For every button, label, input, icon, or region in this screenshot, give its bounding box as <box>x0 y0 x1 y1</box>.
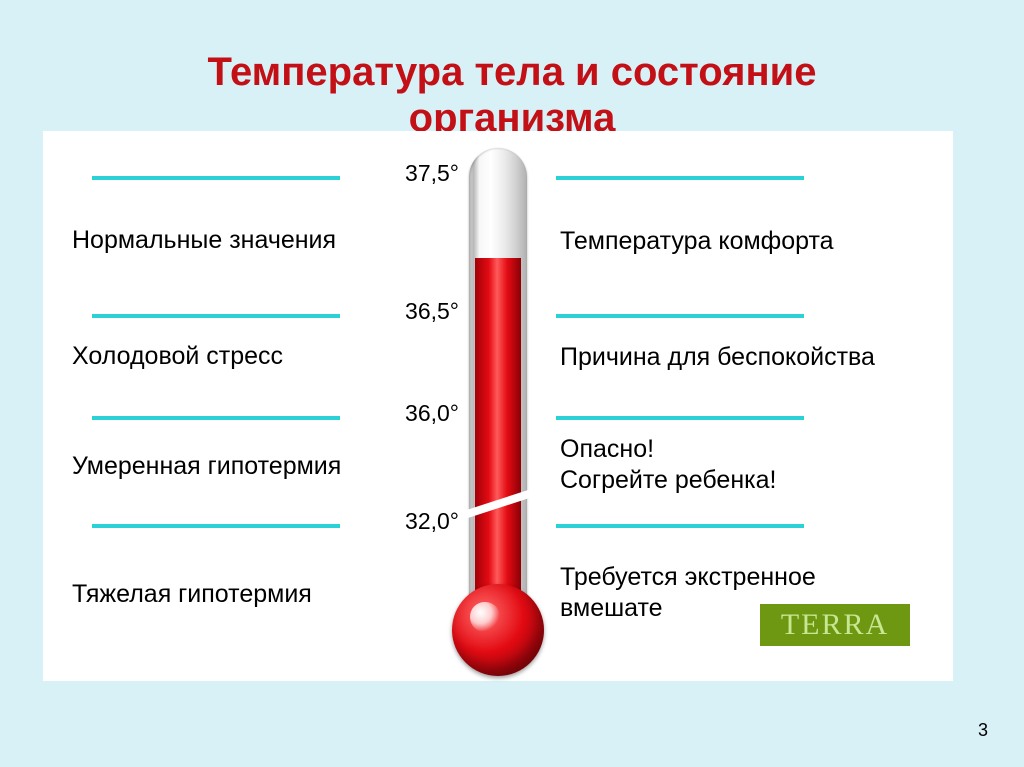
slide-title: Температура тела и состояние организма <box>0 49 1024 141</box>
slide: Температура тела и состояние организма 3… <box>0 0 1024 767</box>
divider-right-2 <box>556 416 804 420</box>
right-label-0: Температура комфорта <box>560 226 930 257</box>
divider-right-3 <box>556 524 804 528</box>
left-label-3: Тяжелая гипотермия <box>72 580 402 609</box>
right-label-1: Причина для беспокойства <box>560 342 930 373</box>
left-label-1: Холодовой стресс <box>72 342 402 371</box>
right-label-2: Опасно! Согрейте ребенка! <box>560 434 930 497</box>
divider-left-3 <box>92 524 340 528</box>
page-number: 3 <box>978 720 988 741</box>
terra-badge-label: TERRA <box>781 608 889 641</box>
divider-right-0 <box>556 176 804 180</box>
thermometer-fill <box>475 258 521 638</box>
divider-left-0 <box>92 176 340 180</box>
temp-value-1: 36,5° <box>379 298 459 325</box>
divider-right-1 <box>556 314 804 318</box>
thermometer-bulb <box>452 584 544 676</box>
left-label-0: Нормальные значения <box>72 226 402 255</box>
divider-left-2 <box>92 416 340 420</box>
content-panel: 37,5° 36,5° 36,0° 32,0° Нормальные значения… <box>43 131 953 681</box>
left-label-2: Умеренная гипотермия <box>72 452 402 481</box>
temp-value-0: 37,5° <box>379 160 459 187</box>
terra-badge: TERRA <box>760 604 910 646</box>
temp-value-3: 32,0° <box>379 508 459 535</box>
title-line-1: Температура тела и состояние <box>208 50 817 94</box>
bulb-highlight <box>470 602 499 631</box>
divider-left-1 <box>92 314 340 318</box>
temp-value-2: 36,0° <box>379 400 459 427</box>
